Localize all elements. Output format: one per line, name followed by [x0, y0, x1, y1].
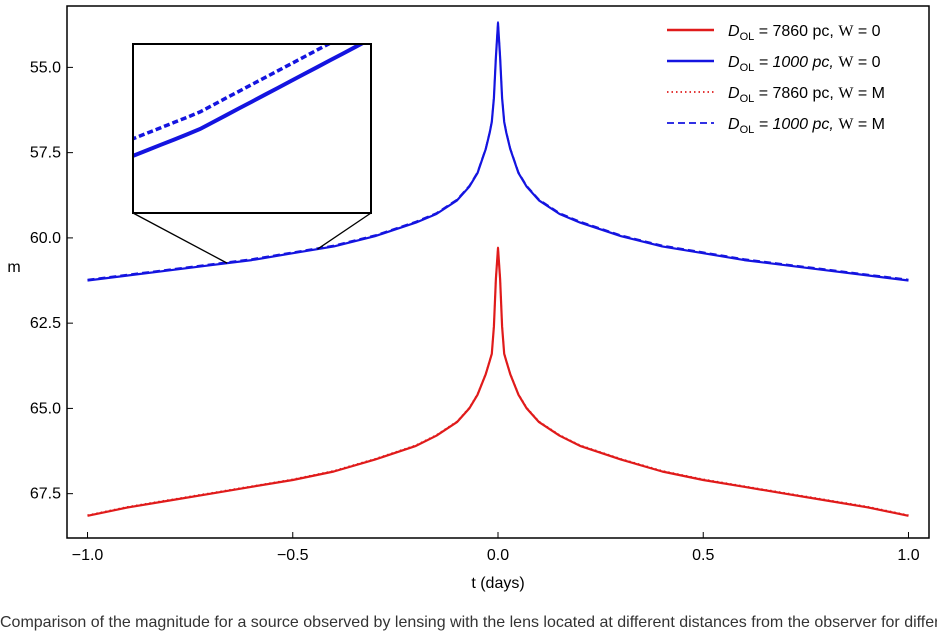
- inset-background: [133, 44, 371, 213]
- y-tick-label: 55.0: [30, 59, 61, 76]
- x-tick-label: 0.0: [487, 547, 509, 564]
- axis-ticks: [67, 66, 909, 538]
- y-tick-label: 67.5: [30, 486, 61, 503]
- inset-lines: [133, 44, 366, 159]
- x-tick-label: −0.5: [277, 547, 309, 564]
- x-tick-label: 0.5: [692, 547, 714, 564]
- y-tick-label: 60.0: [30, 230, 61, 247]
- x-tick-label: 1.0: [897, 547, 919, 564]
- series-line-1: [87, 247, 909, 517]
- series-line-3: [87, 246, 909, 516]
- x-axis-label: t (days): [471, 575, 524, 592]
- inset-frame: [132, 43, 372, 214]
- legend-label-1: DOL = 7860 pc, W = 0: [728, 23, 881, 43]
- legend-label-3: DOL = 7860 pc, W = M: [728, 85, 885, 105]
- y-tick-label: 57.5: [30, 145, 61, 162]
- legend-label-2: DOL = 1000 pc, W = 0: [728, 54, 881, 74]
- y-tick-label: 65.0: [30, 400, 61, 417]
- x-tick-label: −1.0: [72, 547, 104, 564]
- inset-connector-left: [132, 212, 228, 264]
- series-layer: [87, 21, 909, 517]
- figure-caption: Comparison of the magnitude for a source…: [0, 614, 937, 631]
- inset-connector-right: [317, 212, 372, 250]
- legend-label-4: DOL = 1000 pc, W = M: [728, 116, 885, 136]
- inset-series-line: [133, 44, 366, 159]
- axis-tick-labels: −1.0 −0.5 0.0 0.5 1.0 55.0 57.5 60.0 62.5 65.0 67.…: [30, 59, 920, 564]
- series-line-4: [87, 21, 909, 281]
- inset-series-line: [133, 44, 333, 141]
- zoom-inset: [132, 43, 372, 264]
- y-tick-label: 62.5: [30, 315, 61, 332]
- legend: DOL = 7860 pc, W = 0 DOL = 1000 pc, W = 0…: [667, 23, 885, 136]
- y-axis-label: m: [7, 259, 20, 276]
